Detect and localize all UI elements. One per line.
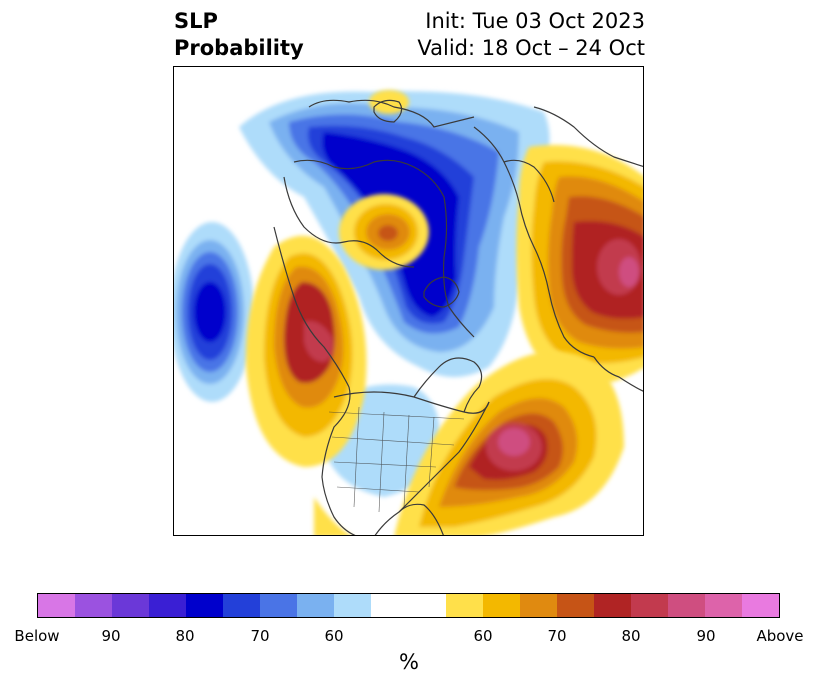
colorbar-segment	[593, 594, 631, 617]
init-date: Init: Tue 03 Oct 2023	[425, 9, 645, 33]
colorbar-tick-label: 70	[250, 627, 270, 645]
colorbar-tick-label: Below	[14, 627, 60, 645]
alaska-above-anomaly	[245, 235, 367, 467]
probability-map	[173, 66, 644, 536]
colorbar-segment	[445, 594, 483, 617]
map-title: SLP Probability	[174, 8, 304, 62]
colorbar-segment	[297, 594, 335, 617]
title-variable: SLP	[174, 9, 218, 33]
colorbar	[37, 593, 780, 618]
colorbar-segment	[260, 594, 298, 617]
colorbar-tick-label: 90	[696, 627, 716, 645]
colorbar-segment	[704, 594, 742, 617]
colorbar-segment	[741, 594, 779, 617]
eurasia-above-anomaly	[516, 145, 643, 387]
colorbar-unit: %	[399, 650, 419, 674]
valid-range: Valid: 18 Oct – 24 Oct	[417, 36, 645, 60]
colorbar-segment	[38, 594, 76, 617]
atlantic-above-anomaly	[314, 351, 624, 535]
colorbar-segment	[482, 594, 520, 617]
colorbar-tick-label: 60	[473, 627, 493, 645]
map-canvas	[174, 67, 643, 535]
title-field: Probability	[174, 36, 304, 60]
colorbar-tick-label: 60	[324, 627, 344, 645]
colorbar-segment	[149, 594, 187, 617]
colorbar-segment	[519, 594, 557, 617]
colorbar-tick-labels: Below 90 80 70 60 60 70 80 90 Above	[0, 627, 819, 647]
canada-above-anomaly	[339, 90, 429, 270]
map-subtitle: Init: Tue 03 Oct 2023 Valid: 18 Oct – 24…	[417, 8, 645, 62]
colorbar-tick-label: 70	[547, 627, 567, 645]
colorbar-segment	[408, 594, 446, 617]
colorbar-tick-label: 80	[621, 627, 641, 645]
colorbar-tick-label: 80	[175, 627, 195, 645]
us-state-borders	[328, 406, 465, 513]
colorbar-tick-label: 90	[101, 627, 121, 645]
colorbar-segment	[556, 594, 594, 617]
colorbar-segment	[667, 594, 705, 617]
coastlines	[273, 99, 643, 535]
colorbar-segment	[75, 594, 113, 617]
pacific-below-anomaly	[174, 222, 254, 402]
colorbar-tick-label: Above	[756, 627, 804, 645]
colorbar-segment	[186, 594, 224, 617]
colorbar-segment	[371, 594, 409, 617]
colorbar-segment	[223, 594, 261, 617]
colorbar-segment	[334, 594, 372, 617]
colorbar-segment	[112, 594, 150, 617]
colorbar-segment	[630, 594, 668, 617]
